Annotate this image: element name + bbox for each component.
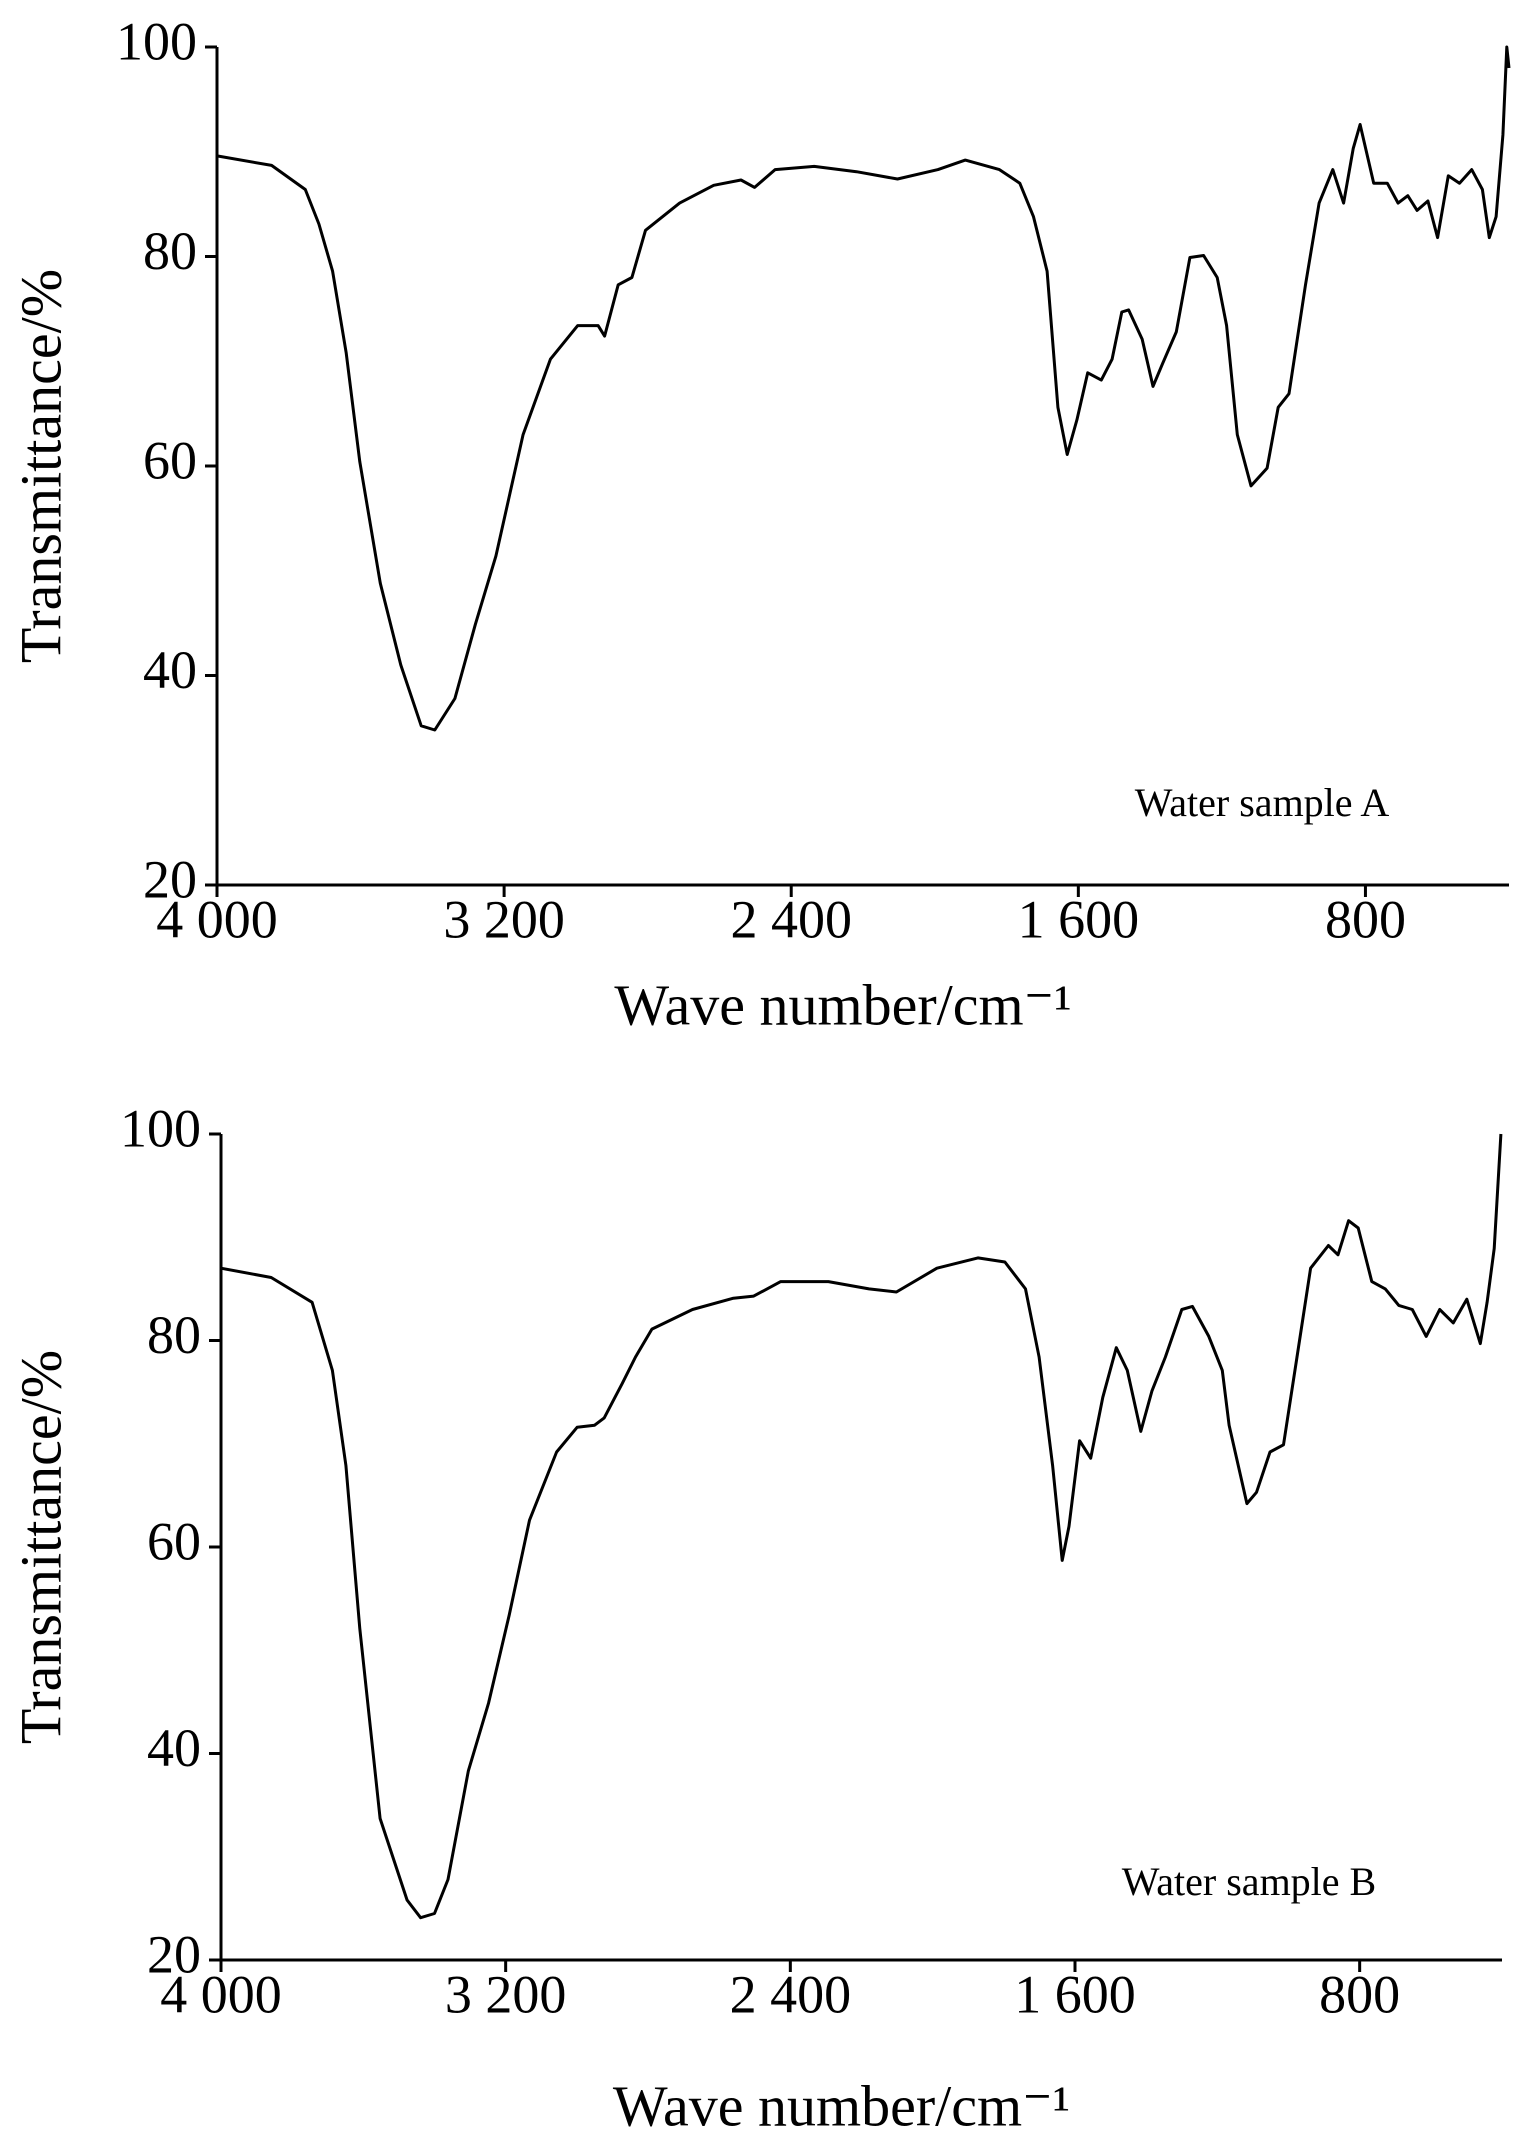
x-tick-label: 1 600 xyxy=(1018,889,1140,949)
y-axis-title: Transmittance/% xyxy=(8,269,73,663)
y-tick-label: 40 xyxy=(143,640,197,700)
x-tick-label: 3 200 xyxy=(445,1964,567,2024)
spectrum-line xyxy=(220,1133,1503,1920)
y-tick-label: 20 xyxy=(143,849,197,909)
x-tick-label: 4 000 xyxy=(156,889,278,949)
x-tick-label: 3 200 xyxy=(443,889,565,949)
x-tick-label: 800 xyxy=(1319,1964,1400,2024)
y-tick-label: 80 xyxy=(147,1305,201,1365)
y-tick-label: 60 xyxy=(143,430,197,490)
x-tick-label: 4 000 xyxy=(160,1964,282,2024)
annotation: Water sample A xyxy=(1135,780,1390,825)
annotation: Water sample B xyxy=(1122,1859,1376,1904)
y-axis-title: Transmittance/% xyxy=(8,1350,73,1744)
y-tick-label: 40 xyxy=(147,1718,201,1778)
x-axis-title: Wave number/cm⁻¹ xyxy=(614,972,1071,1037)
x-tick-label: 800 xyxy=(1325,889,1406,949)
x-axis-title: Wave number/cm⁻¹ xyxy=(613,2073,1070,2138)
y-tick-label: 100 xyxy=(116,11,197,71)
x-tick-label: 2 400 xyxy=(730,889,852,949)
y-tick-label: 20 xyxy=(147,1924,201,1984)
x-tick-label: 1 600 xyxy=(1014,1964,1136,2024)
x-tick-label: 2 400 xyxy=(730,1964,852,2024)
y-tick-label: 60 xyxy=(147,1511,201,1571)
y-tick-label: 80 xyxy=(143,221,197,281)
spectrum-line xyxy=(216,45,1511,732)
y-tick-label: 100 xyxy=(120,1098,201,1158)
